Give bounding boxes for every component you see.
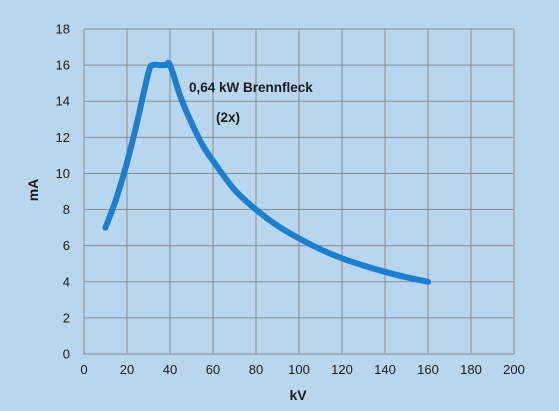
y-tick-label: 6 [63, 238, 70, 253]
x-tick-label: 20 [120, 362, 134, 377]
x-tick-label: 100 [288, 362, 310, 377]
series [102, 59, 431, 285]
x-axis-title: kV [289, 387, 307, 403]
y-axis-title: mA [25, 179, 41, 202]
x-tick-label: 40 [163, 362, 177, 377]
x-tick-label: 160 [417, 362, 439, 377]
x-tick-label: 80 [249, 362, 263, 377]
annotation-multiplier: (2x) [216, 110, 240, 125]
y-tick-label: 10 [56, 166, 70, 181]
y-tick-label: 4 [63, 274, 70, 289]
y-tick-label: 18 [56, 22, 70, 37]
x-tick-label: 0 [80, 362, 87, 377]
x-tick-label: 200 [503, 362, 525, 377]
y-tick-label: 16 [56, 58, 70, 73]
y-tick-label: 2 [63, 310, 70, 325]
x-tick-label: 120 [331, 362, 353, 377]
grid [83, 28, 515, 355]
x-tick-label: 60 [206, 362, 220, 377]
y-tick-label: 0 [63, 347, 70, 362]
x-tick-label: 180 [460, 362, 482, 377]
y-tick-label: 8 [63, 202, 70, 217]
series-line [102, 59, 431, 285]
y-tick-label: 14 [56, 94, 70, 109]
y-tick-label: 12 [56, 130, 70, 145]
x-tick-label: 140 [374, 362, 396, 377]
annotation-focal-spot: 0,64 kW Brennfleck [189, 80, 313, 95]
tick-labels: 0 20 40 60 80 100 120 140 160 180 200 0 2 4 6 8 10 12 14 16… [56, 22, 525, 378]
